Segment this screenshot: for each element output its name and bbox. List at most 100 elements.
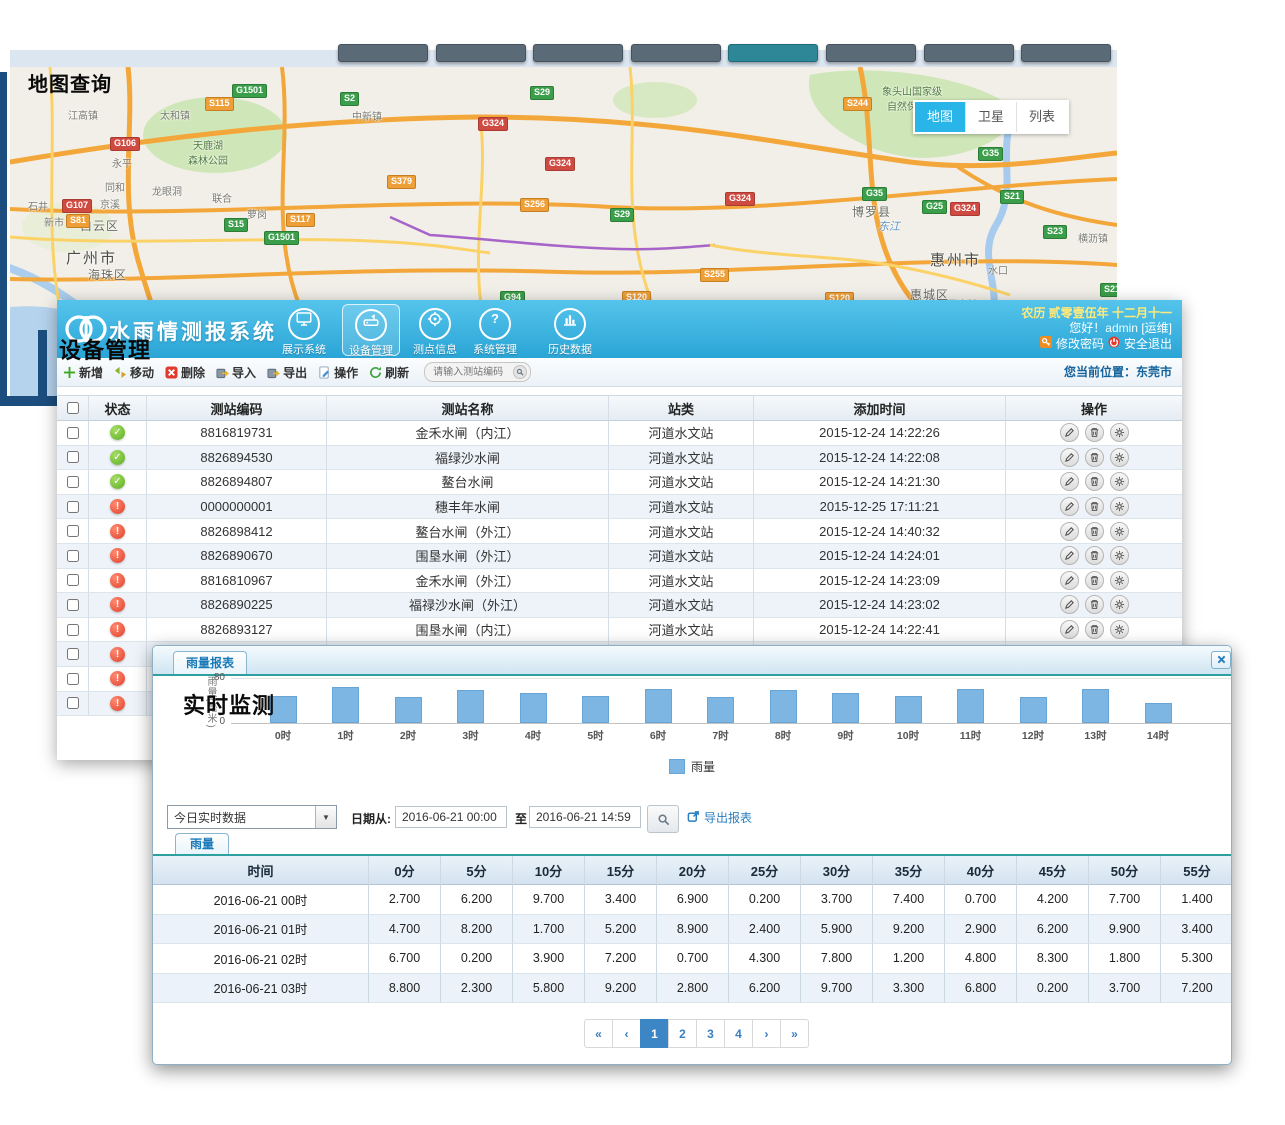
settings-button[interactable]: [1109, 497, 1129, 517]
settings-button[interactable]: [1109, 570, 1129, 590]
top-tab[interactable]: [435, 44, 526, 62]
row-checkbox[interactable]: [66, 598, 79, 611]
nav-item-5[interactable]: 历史数据: [541, 304, 599, 356]
nav-item-label: 历史数据: [548, 344, 592, 356]
row-checkbox[interactable]: [66, 549, 79, 562]
x-axis-tick-label: 14时: [1146, 730, 1170, 742]
top-tab[interactable]: [728, 44, 819, 62]
station-type: 河道水文站: [609, 519, 754, 544]
tab-rainfall-report[interactable]: 雨量报表: [173, 651, 248, 675]
nav-item-label: 展示系统: [282, 344, 326, 356]
export-report-link[interactable]: 导出报表: [687, 809, 752, 826]
delete-button[interactable]: [1084, 620, 1104, 640]
edit-button[interactable]: [1059, 497, 1079, 517]
prev-page-button[interactable]: ‹: [612, 1019, 641, 1048]
row-checkbox[interactable]: [66, 574, 79, 587]
row-checkbox[interactable]: [66, 451, 79, 464]
toolbar-button[interactable]: 新增: [63, 364, 103, 381]
data-mode-select[interactable]: 今日实时数据 ▼: [167, 805, 337, 829]
edit-button[interactable]: [1059, 472, 1079, 492]
row-checkbox[interactable]: [66, 525, 79, 538]
rain-value-cell: 3.400: [1161, 914, 1231, 944]
select-all-checkbox[interactable]: [66, 402, 79, 414]
nav-item-4[interactable]: ? 系统管理: [466, 304, 524, 356]
settings-button[interactable]: [1109, 472, 1129, 492]
page-button-1[interactable]: 1: [640, 1019, 669, 1048]
map-type-button[interactable]: 卫星: [965, 102, 1016, 132]
top-tab[interactable]: [533, 44, 624, 62]
first-page-button[interactable]: «: [584, 1019, 613, 1048]
delete-button[interactable]: [1084, 497, 1104, 517]
top-tab[interactable]: [338, 44, 428, 62]
edit-button[interactable]: [1059, 521, 1079, 541]
edit-button[interactable]: [1059, 570, 1079, 590]
delete-button[interactable]: [1084, 472, 1104, 492]
delete-button[interactable]: [1084, 570, 1104, 590]
change-password-link[interactable]: 修改密码: [1055, 336, 1104, 351]
row-checkbox[interactable]: [66, 500, 79, 513]
station-name: 福禄沙水闸（外江）: [327, 593, 609, 618]
settings-button[interactable]: [1109, 595, 1129, 615]
settings-button[interactable]: [1109, 447, 1129, 467]
top-tab[interactable]: [923, 44, 1014, 62]
map-type-button[interactable]: 列表: [1016, 102, 1067, 132]
toolbar-button[interactable]: 导出: [267, 364, 307, 381]
delete-button[interactable]: [1084, 595, 1104, 615]
nav-item-2[interactable]: 设备管理: [342, 304, 400, 357]
row-checkbox[interactable]: [66, 426, 79, 439]
logout-link[interactable]: 安全退出: [1123, 336, 1172, 351]
report-tabbar: [153, 646, 1231, 674]
close-button[interactable]: [1211, 651, 1231, 669]
next-page-button[interactable]: ›: [752, 1019, 781, 1048]
search-button[interactable]: [647, 805, 679, 833]
status-cell: !: [89, 691, 147, 717]
app-logo-icon: [65, 311, 107, 352]
nav-item-3[interactable]: 测点信息: [406, 304, 464, 356]
row-checkbox[interactable]: [66, 697, 79, 710]
delete-button[interactable]: [1084, 423, 1104, 443]
settings-button[interactable]: [1109, 546, 1129, 566]
chart-bar: [957, 689, 984, 723]
settings-button[interactable]: [1109, 423, 1129, 443]
toolbar-button[interactable]: 操作: [318, 364, 358, 381]
settings-button[interactable]: [1109, 620, 1129, 640]
top-tab[interactable]: [1021, 44, 1112, 62]
top-tab[interactable]: [826, 44, 916, 62]
rain-value-cell: 3.900: [513, 944, 585, 974]
date-to-input[interactable]: [529, 806, 641, 828]
rain-value-cell: 0.200: [1017, 973, 1089, 1003]
row-checkbox-cell: [57, 617, 89, 643]
edit-button[interactable]: [1059, 620, 1079, 640]
edit-button[interactable]: [1059, 447, 1079, 467]
toolbar-button[interactable]: 删除: [165, 364, 205, 381]
tab-rainfall-data[interactable]: 雨量: [175, 833, 230, 855]
chevron-down-icon: ▼: [315, 806, 336, 828]
edit-button[interactable]: [1059, 423, 1079, 443]
row-checkbox[interactable]: [66, 475, 79, 488]
target-icon: [419, 308, 451, 340]
edit-button[interactable]: [1059, 595, 1079, 615]
rain-value-cell: 7.800: [801, 944, 873, 974]
row-checkbox[interactable]: [66, 648, 79, 661]
toolbar-button[interactable]: 刷新: [369, 364, 409, 381]
row-checkbox[interactable]: [66, 672, 79, 685]
delete-button[interactable]: [1084, 546, 1104, 566]
edit-button[interactable]: [1059, 546, 1079, 566]
delete-button[interactable]: [1084, 447, 1104, 467]
top-tab[interactable]: [630, 44, 721, 62]
date-from-input[interactable]: [395, 806, 507, 828]
settings-button[interactable]: [1109, 521, 1129, 541]
page-button-4[interactable]: 4: [724, 1019, 753, 1048]
map-type-active-button[interactable]: 地图: [915, 102, 965, 132]
nav-item-1[interactable]: 展示系统: [275, 304, 333, 356]
station-search-input[interactable]: [431, 365, 514, 379]
map-place-label: 广州市: [66, 250, 118, 267]
page-button-3[interactable]: 3: [696, 1019, 725, 1048]
delete-button[interactable]: [1084, 521, 1104, 541]
search-icon[interactable]: [513, 365, 528, 379]
row-checkbox[interactable]: [66, 623, 79, 636]
toolbar-button[interactable]: 移动: [114, 364, 154, 381]
toolbar-button[interactable]: 导入: [216, 364, 256, 381]
last-page-button[interactable]: »: [780, 1019, 809, 1048]
page-button-2[interactable]: 2: [668, 1019, 697, 1048]
